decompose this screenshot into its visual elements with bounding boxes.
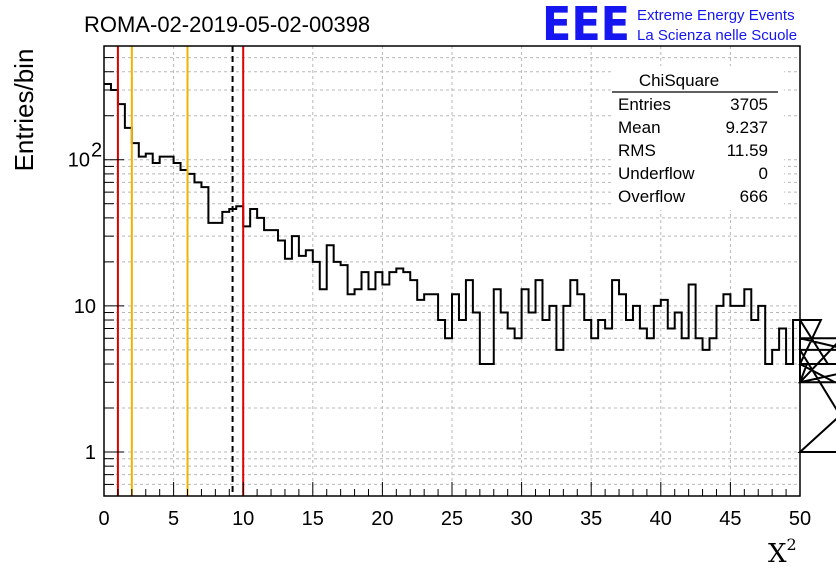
histogram-outline (104, 82, 836, 454)
x-tick-label: 15 (302, 508, 324, 530)
stats-label: Underflow (618, 164, 695, 183)
chart-title: ROMA-02-2019-05-02-00398 (84, 12, 370, 37)
x-tick-label: 10 (232, 508, 254, 530)
x-tick-label: 35 (580, 508, 602, 530)
eee-logo: EEE (542, 0, 630, 51)
x-tick-label: 45 (719, 508, 741, 530)
y-tick-label: 1 (85, 442, 96, 464)
y-axis-title: Entries/bin (9, 49, 39, 172)
stats-rows: Entries 3705 Mean 9.237 RMS 11.59 Underflow 0 Ov… (618, 95, 768, 206)
x-tick-label: 50 (789, 508, 811, 530)
stats-value: 0 (759, 164, 768, 183)
x-tick-labels: 0 5 10 15 20 25 30 35 40 45 50 (98, 508, 811, 530)
x-tick-label: 20 (371, 508, 393, 530)
stats-value: 3705 (730, 95, 768, 114)
y-tick-label: 10 (68, 150, 90, 172)
stats-value: 9.237 (725, 118, 768, 137)
y-tick-exponent: 2 (91, 140, 102, 162)
histogram (104, 82, 836, 454)
stats-value: 666 (740, 187, 768, 206)
marker-lines (116, 46, 245, 496)
stats-box-title: ChiSquare (639, 71, 719, 90)
x-axis-title: X2 (768, 535, 797, 569)
logo-line-1: Extreme Energy Events (637, 7, 795, 24)
x-tick-label: 25 (441, 508, 463, 530)
axis-ticks (103, 45, 801, 497)
x-tick-label: 0 (98, 508, 109, 530)
stats-label: RMS (618, 141, 656, 160)
x-tick-label: 40 (650, 508, 672, 530)
stats-label: Overflow (618, 187, 686, 206)
x-tick-label: 30 (510, 508, 532, 530)
x-tick-label: 5 (168, 508, 179, 530)
logo-line-2: La Scienza nelle Scuole (637, 27, 797, 44)
stats-value: 11.59 (727, 141, 768, 160)
y-tick-label: 10 (74, 296, 96, 318)
stats-box: ChiSquare Entries 3705 Mean 9.237 RMS 11.59 Un… (612, 66, 784, 210)
stats-label: Mean (618, 118, 661, 137)
stats-label: Entries (618, 95, 671, 114)
